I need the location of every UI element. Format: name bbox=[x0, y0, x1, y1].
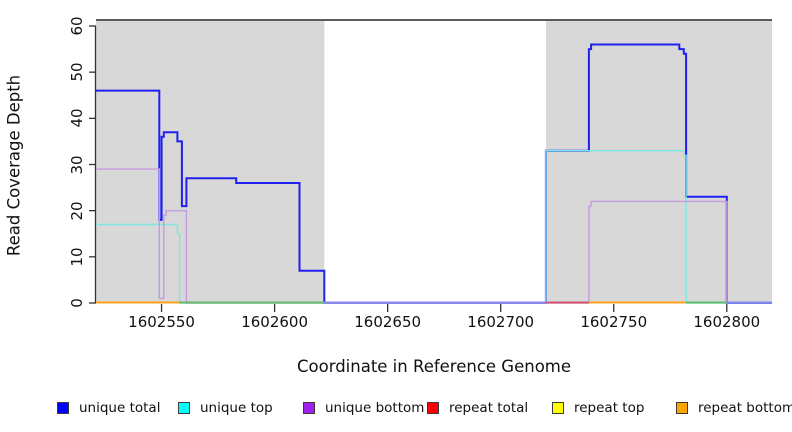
x-tick-label: 1602800 bbox=[693, 313, 761, 331]
repeat-region-left bbox=[96, 21, 325, 303]
y-tick-label: 10 bbox=[68, 247, 86, 267]
y-tick-label: 0 bbox=[68, 298, 86, 308]
series-unique-total bbox=[96, 43, 772, 304]
x-tick-label: 1602550 bbox=[128, 313, 195, 331]
y-tick-label: 40 bbox=[68, 108, 86, 128]
repeat-total-swatch-icon bbox=[427, 402, 439, 414]
unique-total-swatch-icon bbox=[57, 402, 69, 414]
unique-top-swatch-icon bbox=[178, 402, 190, 414]
legend-label: unique top bbox=[200, 400, 273, 416]
repeat-region-right bbox=[545, 21, 772, 303]
series-unique-top bbox=[96, 149, 772, 304]
x-tick-label: 1602750 bbox=[580, 313, 648, 331]
y-axis-title: Read Coverage Depth bbox=[4, 74, 24, 257]
legend-item-unique-top: unique top bbox=[178, 399, 273, 417]
legend-item-unique-total: unique total bbox=[57, 399, 160, 417]
x-tick-label: 1602650 bbox=[354, 313, 422, 331]
chart-legend: unique total unique top unique bottom re… bbox=[0, 399, 792, 421]
legend-item-repeat-bottom: repeat bottom bbox=[676, 399, 792, 417]
x-tick-label: 1602600 bbox=[241, 313, 308, 331]
legend-label: repeat bottom bbox=[698, 400, 792, 416]
y-tick-label: 50 bbox=[68, 62, 86, 82]
y-tick-label: 60 bbox=[68, 16, 86, 36]
legend-label: unique bottom bbox=[325, 400, 425, 416]
legend-item-repeat-top: repeat top bbox=[552, 399, 644, 417]
repeat-bottom-swatch-icon bbox=[676, 402, 688, 414]
legend-item-unique-bottom: unique bottom bbox=[303, 399, 424, 417]
x-tick-label: 1602700 bbox=[467, 313, 535, 331]
y-tick-label: 20 bbox=[68, 201, 86, 221]
series-unique-bottom bbox=[96, 168, 728, 304]
y-tick-label: 30 bbox=[68, 154, 86, 175]
unique-bottom-swatch-icon bbox=[303, 402, 315, 414]
legend-label: repeat total bbox=[449, 400, 529, 416]
legend-item-repeat-total: repeat total bbox=[427, 399, 528, 417]
legend-label: repeat top bbox=[574, 400, 645, 416]
repeat-top-swatch-icon bbox=[552, 402, 564, 414]
legend-label: unique total bbox=[79, 400, 161, 416]
x-axis-title: Coordinate in Reference Genome bbox=[296, 357, 572, 376]
